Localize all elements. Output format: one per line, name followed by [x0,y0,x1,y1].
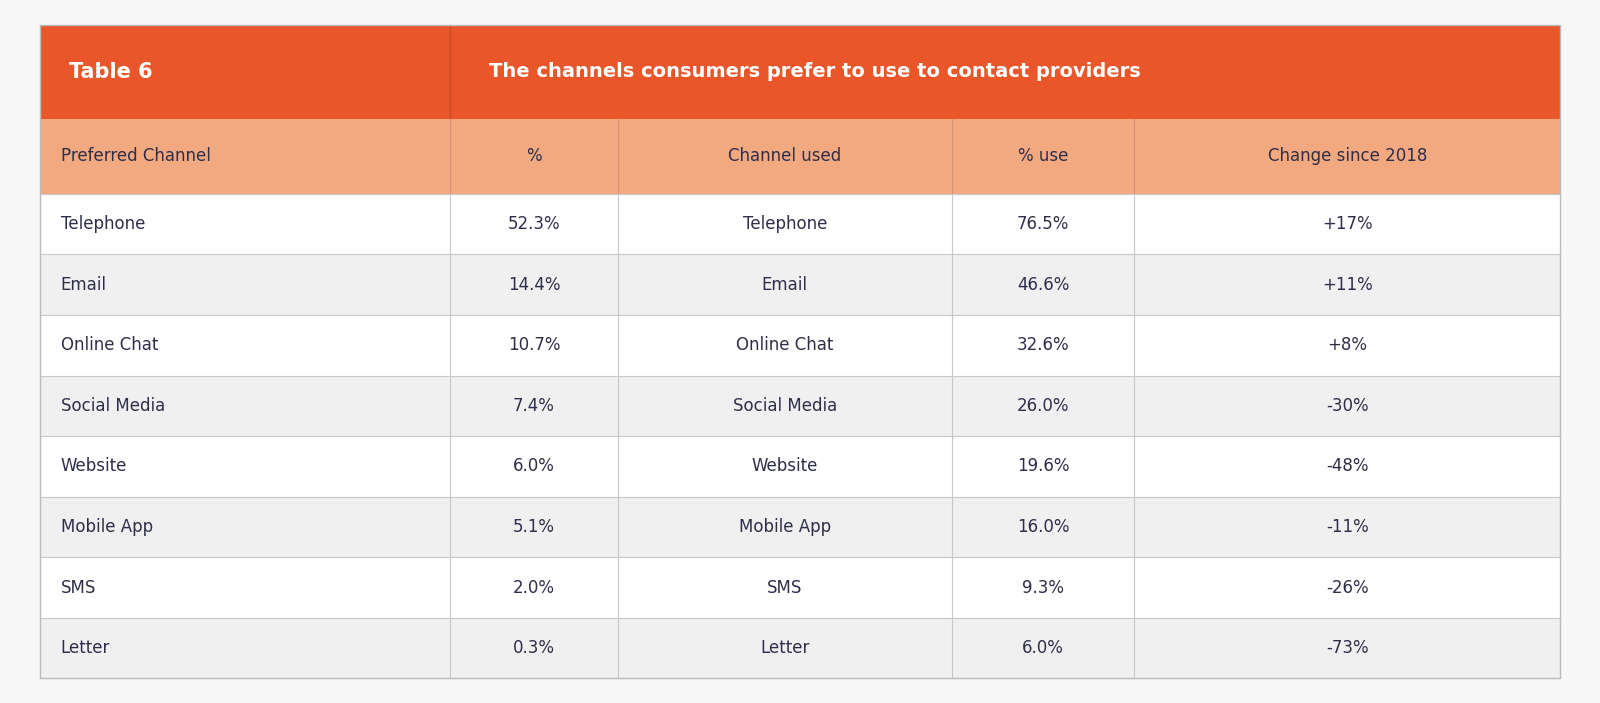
Text: 52.3%: 52.3% [507,215,560,233]
Text: 9.3%: 9.3% [1022,579,1064,597]
Bar [40,436,1560,497]
Bar [40,618,1560,678]
Text: Channel used: Channel used [728,148,842,165]
Text: 14.4%: 14.4% [507,276,560,294]
Text: 32.6%: 32.6% [1018,336,1069,354]
Text: -73%: -73% [1326,639,1368,657]
Text: Online Chat: Online Chat [736,336,834,354]
Text: Preferred Channel: Preferred Channel [61,148,210,165]
Bar [40,497,1560,557]
Text: Letter: Letter [760,639,810,657]
Text: Email: Email [762,276,808,294]
Text: -48%: -48% [1326,458,1368,475]
Text: Mobile App: Mobile App [739,518,830,536]
Text: 46.6%: 46.6% [1018,276,1069,294]
Text: % use: % use [1018,148,1069,165]
Bar [40,254,1560,315]
Text: Change since 2018: Change since 2018 [1267,148,1427,165]
Bar [40,557,1560,618]
Text: Telephone: Telephone [61,215,146,233]
Text: Mobile App: Mobile App [61,518,152,536]
Text: 10.7%: 10.7% [507,336,560,354]
Text: 5.1%: 5.1% [514,518,555,536]
Text: 6.0%: 6.0% [1022,639,1064,657]
Bar [40,25,1560,119]
Text: Social Media: Social Media [733,397,837,415]
Text: 76.5%: 76.5% [1018,215,1069,233]
Text: 26.0%: 26.0% [1018,397,1069,415]
Text: 16.0%: 16.0% [1018,518,1069,536]
Text: Table 6: Table 6 [69,62,152,82]
Bar [40,375,1560,436]
Text: 7.4%: 7.4% [514,397,555,415]
Text: -26%: -26% [1326,579,1368,597]
Text: -11%: -11% [1326,518,1368,536]
Text: -30%: -30% [1326,397,1368,415]
Text: Online Chat: Online Chat [61,336,158,354]
Bar [40,194,1560,254]
Text: +11%: +11% [1322,276,1373,294]
Text: Email: Email [61,276,107,294]
Text: The channels consumers prefer to use to contact providers: The channels consumers prefer to use to … [490,63,1141,82]
Text: 0.3%: 0.3% [514,639,555,657]
Text: %: % [526,148,542,165]
Text: SMS: SMS [61,579,96,597]
Text: Letter: Letter [61,639,110,657]
Text: Website: Website [61,458,126,475]
Text: Telephone: Telephone [742,215,827,233]
Text: Website: Website [752,458,818,475]
Text: +8%: +8% [1328,336,1366,354]
Text: SMS: SMS [766,579,803,597]
Bar [40,315,1560,375]
Text: Social Media: Social Media [61,397,165,415]
Bar [40,119,1560,194]
Text: 6.0%: 6.0% [514,458,555,475]
Text: 2.0%: 2.0% [514,579,555,597]
Text: 19.6%: 19.6% [1018,458,1069,475]
Text: +17%: +17% [1322,215,1373,233]
